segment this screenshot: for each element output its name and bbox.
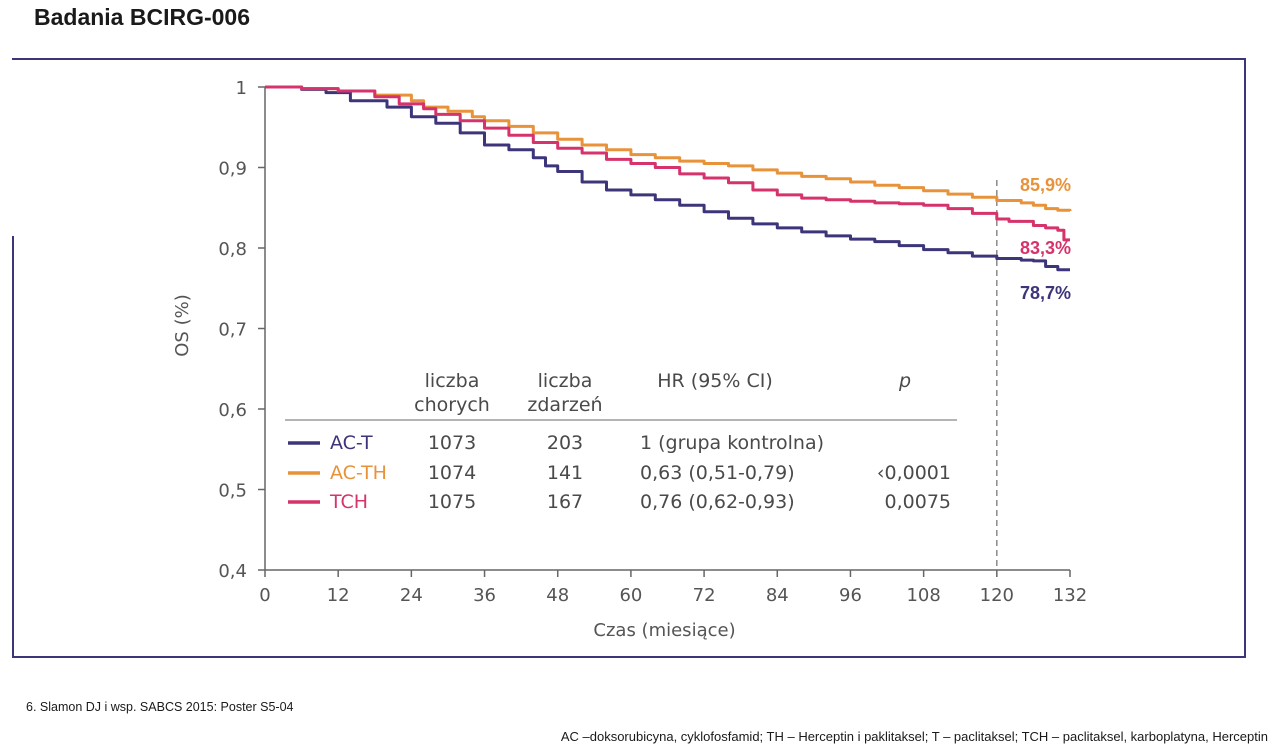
y-tick-label: 0,6	[218, 400, 247, 421]
series-layer: 78,7% 85,9% 83,3%	[265, 85, 1072, 303]
series-line-ac-t	[265, 85, 1070, 272]
legend-label: AC-T	[330, 432, 373, 454]
x-tick-label: 24	[400, 585, 423, 606]
table-cell-p: 0,0075	[885, 491, 951, 513]
x-tick-label: 60	[619, 585, 642, 606]
x-tick-label: 0	[259, 585, 270, 606]
x-tick-label: 84	[766, 585, 789, 606]
x-tick-label: 108	[906, 585, 940, 606]
y-tick-label: 0,7	[218, 320, 247, 341]
table-cell-events: 203	[547, 432, 583, 454]
table-cell-hr: 1 (grupa kontrolna)	[640, 432, 824, 454]
x-tick-label: 48	[546, 585, 569, 606]
table-cell-patients: 1075	[428, 491, 476, 513]
table-cell-events: 167	[547, 491, 583, 513]
y-axis-label: OS (%)	[172, 294, 193, 356]
x-tick-label: 132	[1053, 585, 1087, 606]
table-header: chorych	[414, 394, 490, 416]
table-header: p	[898, 370, 911, 392]
abbreviations: AC –doksorubicyna, cyklofosfamid; TH – H…	[560, 729, 1268, 744]
table-header: liczba	[425, 370, 480, 392]
y-tick-label: 0,4	[218, 561, 247, 582]
table-cell-hr: 0,63 (0,51-0,79)	[640, 462, 795, 484]
series-line-ac-th	[265, 85, 1072, 212]
chart-frame	[12, 58, 1246, 658]
chart-axes: 0,4 0,5 0,6 0,7 0,8 0,9 1 0 12 24 36 48 60 72 84 96 108 1…	[172, 78, 1087, 641]
table-cell-p: ‹0,0001	[877, 462, 951, 484]
end-label-tch: 83,3%	[1020, 238, 1071, 258]
y-tick-label: 1	[236, 78, 247, 99]
legend-label: TCH	[329, 491, 368, 513]
table-cell-events: 141	[547, 462, 583, 484]
x-axis-label: Czas (miesiące)	[593, 620, 735, 641]
os-chart: 0,4 0,5 0,6 0,7 0,8 0,9 1 0 12 24 36 48 60 72 84 96 108 1…	[172, 78, 1087, 641]
footnote: 6. Slamon DJ i wsp. SABCS 2015: Poster S…	[26, 700, 294, 714]
y-tick-label: 0,8	[218, 239, 247, 260]
y-tick-label: 0,9	[218, 159, 247, 180]
end-label-ac-t: 78,7%	[1020, 283, 1071, 303]
table-cell-patients: 1073	[428, 432, 476, 454]
series-line-tch	[265, 85, 1070, 242]
x-tick-label: 36	[473, 585, 496, 606]
table-header: liczba	[538, 370, 593, 392]
table-header: HR (95% CI)	[657, 370, 773, 392]
frame-left-edge	[12, 236, 14, 658]
x-tick-label: 96	[839, 585, 862, 606]
x-tick-label: 120	[980, 585, 1014, 606]
table-cell-hr: 0,76 (0,62-0,93)	[640, 491, 795, 513]
table-header: zdarzeń	[527, 394, 602, 416]
end-label-ac-th: 85,9%	[1020, 175, 1071, 195]
x-tick-label: 72	[693, 585, 716, 606]
page-title: Badania BCIRG-006	[34, 4, 251, 30]
table-cell-patients: 1074	[428, 462, 476, 484]
x-tick-label: 12	[327, 585, 350, 606]
y-tick-label: 0,5	[218, 481, 247, 502]
legend-label: AC-TH	[330, 462, 387, 484]
